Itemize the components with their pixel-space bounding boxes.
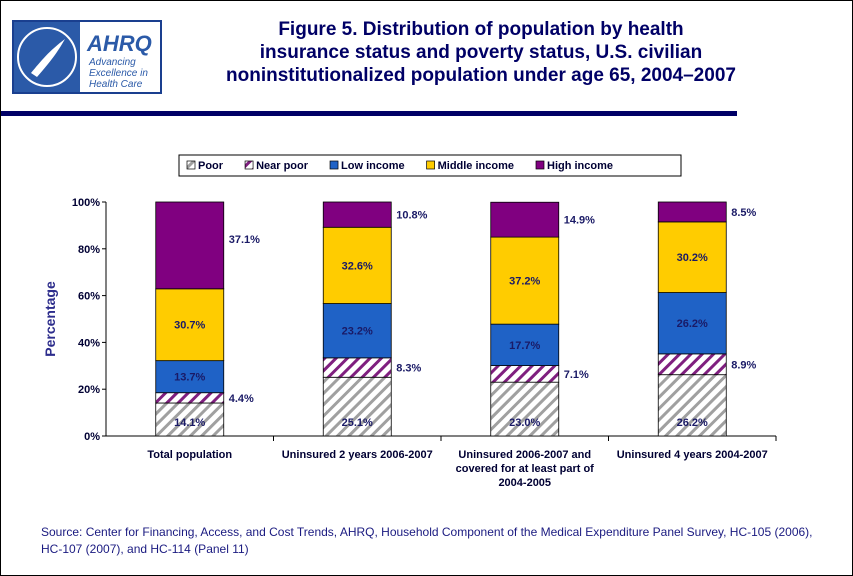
bar-segment bbox=[490, 381, 560, 437]
header-rule bbox=[1, 111, 737, 116]
y-axis-label: Percentage bbox=[42, 281, 58, 357]
y-tick-label: 40% bbox=[78, 337, 100, 349]
legend-label: Near poor bbox=[256, 160, 309, 172]
data-label: 8.5% bbox=[731, 207, 756, 219]
y-tick-label: 60% bbox=[78, 291, 100, 303]
logo: AHRQ Advancing Excellence in Health Care bbox=[12, 20, 162, 94]
y-tick-label: 100% bbox=[72, 197, 100, 209]
bar-segment bbox=[155, 392, 225, 404]
legend-label: Poor bbox=[198, 160, 224, 172]
bar-segment bbox=[322, 226, 392, 304]
chart-title: noninstitutionalized population under ag… bbox=[226, 65, 736, 86]
data-label: 17.7% bbox=[509, 340, 540, 352]
chart-title: insurance status and poverty status, U.S… bbox=[259, 42, 703, 63]
bar-segment bbox=[490, 323, 560, 366]
data-label: 23.0% bbox=[509, 417, 540, 429]
bar-segment bbox=[322, 357, 392, 378]
bar-segment bbox=[490, 236, 560, 325]
data-label: 26.2% bbox=[677, 318, 708, 330]
data-label: 37.2% bbox=[509, 276, 540, 288]
data-label: 13.7% bbox=[174, 372, 205, 384]
logo-seal bbox=[17, 27, 77, 87]
bar-segment bbox=[657, 221, 727, 293]
data-label: 4.4% bbox=[229, 393, 254, 405]
legend-swatch bbox=[329, 160, 339, 170]
data-label: 8.9% bbox=[731, 359, 756, 371]
x-tick-label: Uninsured 2006-2007 and covered for at l… bbox=[455, 449, 594, 489]
x-tick-label: Uninsured 4 years 2004-2007 bbox=[616, 449, 768, 461]
bar-segment bbox=[657, 353, 727, 376]
data-label: 30.2% bbox=[677, 252, 708, 264]
logo-tagline: Excellence in bbox=[89, 68, 148, 79]
data-label: 30.7% bbox=[174, 320, 205, 332]
bar-segment bbox=[155, 201, 225, 290]
chart-title: Figure 5. Distribution of population by … bbox=[278, 19, 684, 40]
legend-swatch bbox=[426, 160, 435, 170]
y-tick-label: 0% bbox=[84, 431, 100, 443]
logo-tagline: Health Care bbox=[89, 79, 143, 90]
x-tick-label: Uninsured 2 years 2006-2007 bbox=[281, 449, 433, 461]
data-label: 26.2% bbox=[677, 417, 708, 429]
logo-tagline: Advancing bbox=[88, 57, 136, 68]
bar-segment bbox=[322, 201, 392, 228]
bar-segment bbox=[657, 201, 727, 223]
bar-segment bbox=[155, 402, 225, 437]
legend-label: Middle income bbox=[438, 160, 514, 172]
legend-swatch bbox=[244, 160, 254, 170]
bar-segment bbox=[155, 288, 225, 362]
logo-name: AHRQ bbox=[86, 31, 152, 56]
legend-swatch bbox=[186, 160, 196, 170]
bar-segment bbox=[490, 201, 560, 238]
data-label: 32.6% bbox=[342, 260, 373, 272]
bar-segment bbox=[155, 360, 225, 394]
source-note: Source: Center for Financing, Access, an… bbox=[41, 525, 813, 556]
logo-eagle bbox=[31, 39, 65, 77]
bar-segment bbox=[657, 292, 727, 355]
y-tick-label: 20% bbox=[78, 384, 100, 396]
y-tick-label: 80% bbox=[78, 244, 100, 256]
data-label: 14.1% bbox=[174, 417, 205, 429]
data-label: 14.9% bbox=[564, 215, 595, 227]
data-label: 23.2% bbox=[342, 326, 373, 338]
data-label: 37.1% bbox=[229, 234, 260, 246]
legend-label: Low income bbox=[341, 160, 405, 172]
x-tick-label: Total population bbox=[147, 449, 233, 461]
bar-segment bbox=[657, 374, 727, 437]
bar-segment bbox=[490, 365, 560, 383]
data-label: 25.1% bbox=[342, 417, 373, 429]
legend-swatch bbox=[535, 160, 545, 170]
bar-segment bbox=[322, 376, 392, 437]
data-label: 8.3% bbox=[396, 363, 421, 375]
data-label: 7.1% bbox=[564, 369, 589, 381]
data-label: 10.8% bbox=[396, 210, 427, 222]
legend-label: High income bbox=[547, 160, 613, 172]
